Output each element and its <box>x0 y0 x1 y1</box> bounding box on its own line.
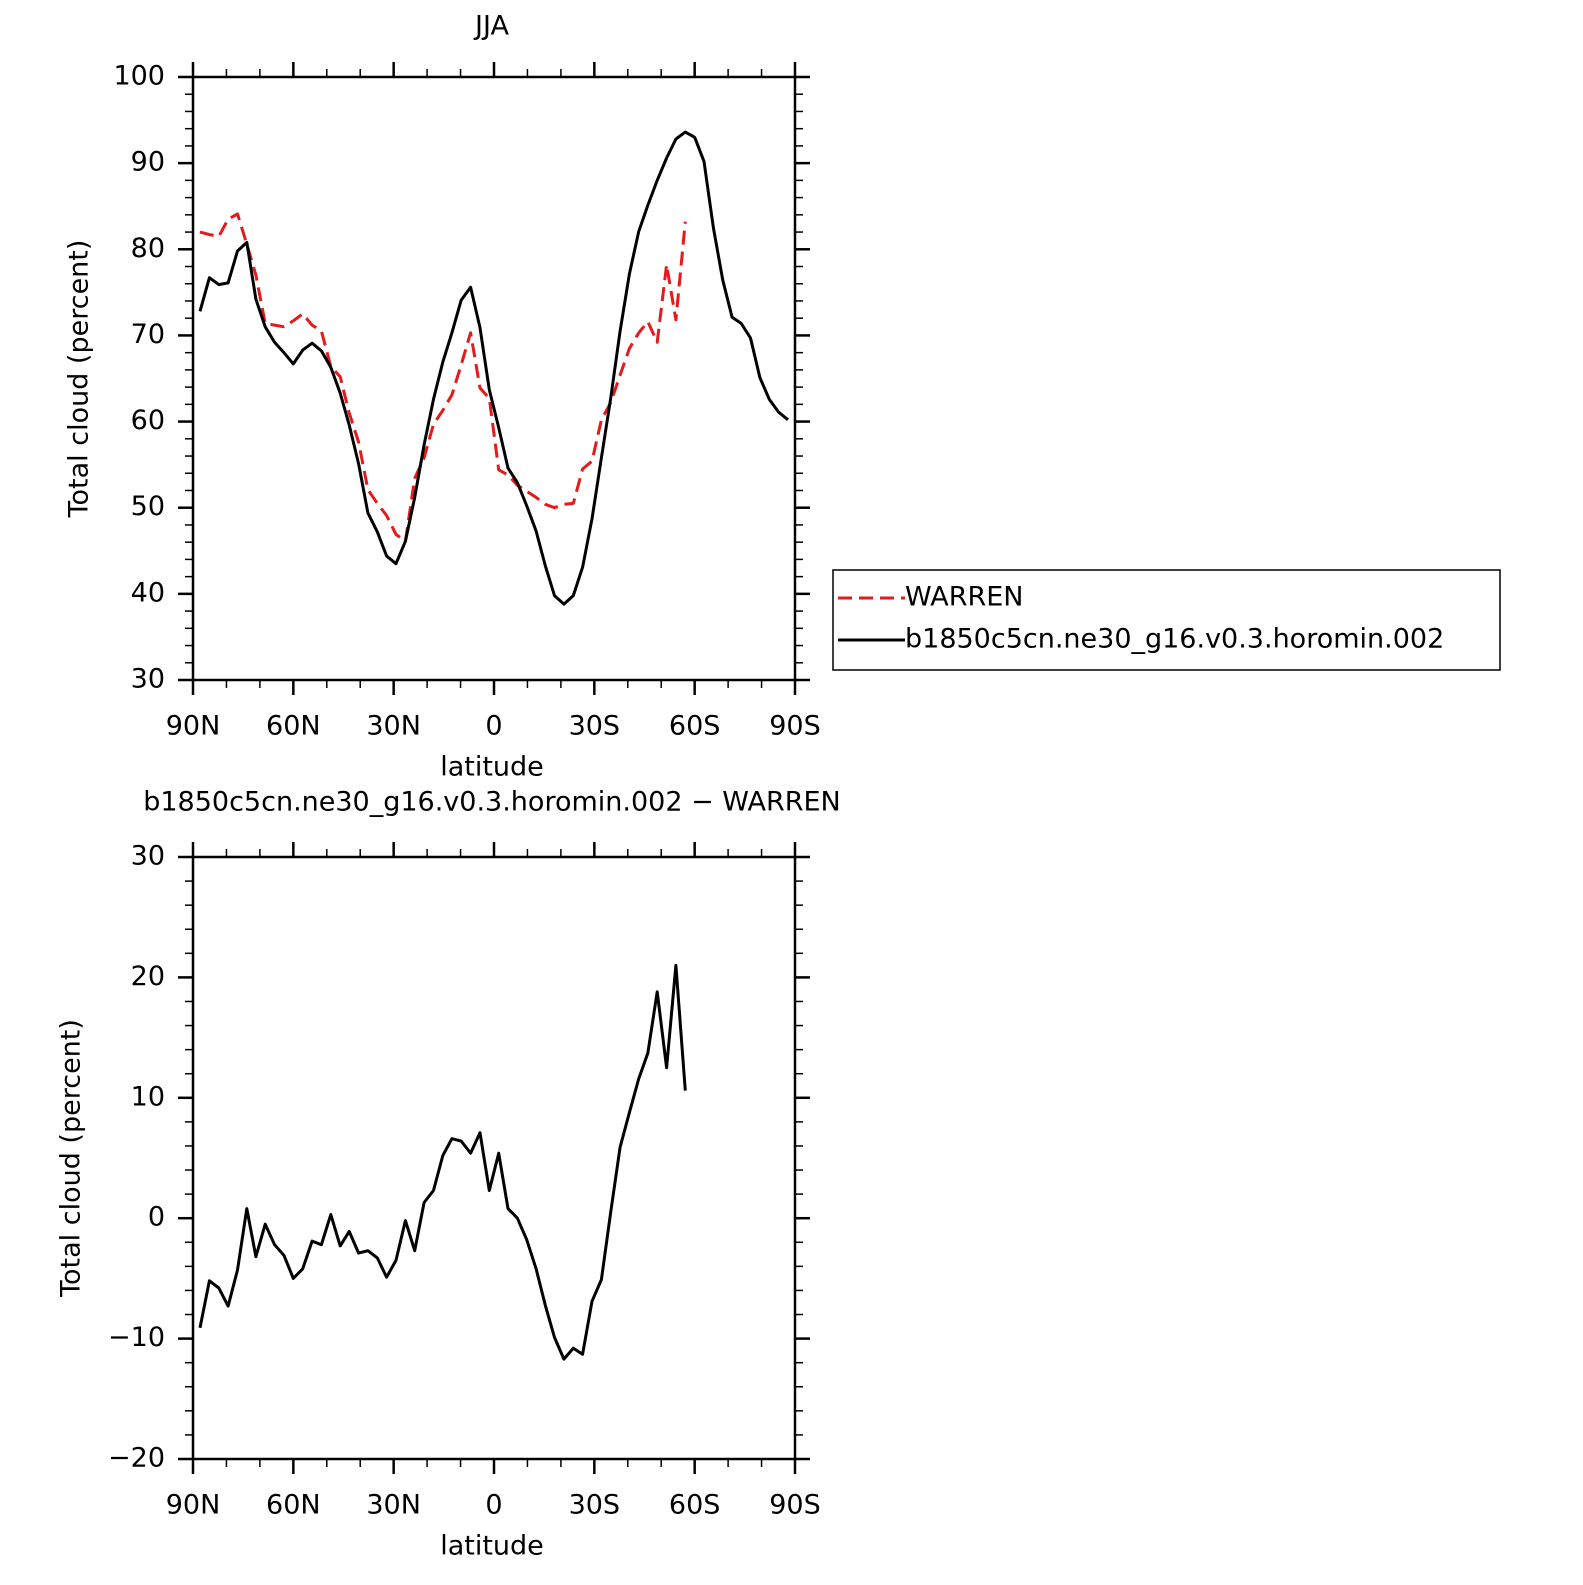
x-tick-label: 30N <box>366 711 421 742</box>
legend-box <box>832 569 1501 671</box>
x-tick-label: 60N <box>266 711 321 742</box>
y-tick-label: 10 <box>131 1081 165 1112</box>
y-tick-label: −20 <box>108 1443 165 1474</box>
y-tick-label: 30 <box>131 841 165 872</box>
y-tick-label: 30 <box>131 664 165 695</box>
x-tick-label: 60N <box>266 1490 321 1521</box>
x-tick-label: 60S <box>669 1490 721 1521</box>
x-tick-label: 30S <box>569 1490 621 1521</box>
y-tick-label: 50 <box>131 491 165 522</box>
y-tick-label: 90 <box>131 147 165 178</box>
legend-label: b1850c5cn.ne30_g16.v0.3.horomin.002 <box>905 624 1444 655</box>
x-tick-label: 0 <box>485 711 502 742</box>
legend-label: WARREN <box>905 582 1023 613</box>
y-tick-label: −10 <box>108 1322 165 1353</box>
x-tick-label: 90S <box>769 1490 821 1521</box>
data-line <box>198 130 789 606</box>
x-axis-label: latitude <box>440 752 544 783</box>
y-tick-label: 20 <box>131 961 165 992</box>
y-tick-label: 100 <box>113 61 165 92</box>
y-tick-label: 40 <box>131 577 165 608</box>
plot-frame <box>191 855 797 1461</box>
y-axis-label: Total cloud (percent) <box>56 1019 87 1298</box>
x-tick-label: 90N <box>166 711 221 742</box>
x-tick-label: 0 <box>485 1490 502 1521</box>
chart-title: b1850c5cn.ne30_g16.v0.3.horomin.002 − WA… <box>143 787 841 818</box>
data-line <box>199 212 687 543</box>
y-tick-label: 60 <box>131 405 165 436</box>
data-line <box>198 963 687 1361</box>
y-tick-label: 70 <box>131 319 165 350</box>
x-tick-label: 60S <box>669 711 721 742</box>
x-axis-label: latitude <box>440 1531 544 1562</box>
x-tick-label: 30N <box>366 1490 421 1521</box>
y-tick-label: 0 <box>148 1202 165 1233</box>
x-tick-label: 90S <box>769 711 821 742</box>
y-tick-label: 80 <box>131 233 165 264</box>
x-tick-label: 90N <box>166 1490 221 1521</box>
y-axis-label: Total cloud (percent) <box>64 240 95 519</box>
chart-title: JJA <box>473 11 509 42</box>
x-tick-label: 30S <box>569 711 621 742</box>
